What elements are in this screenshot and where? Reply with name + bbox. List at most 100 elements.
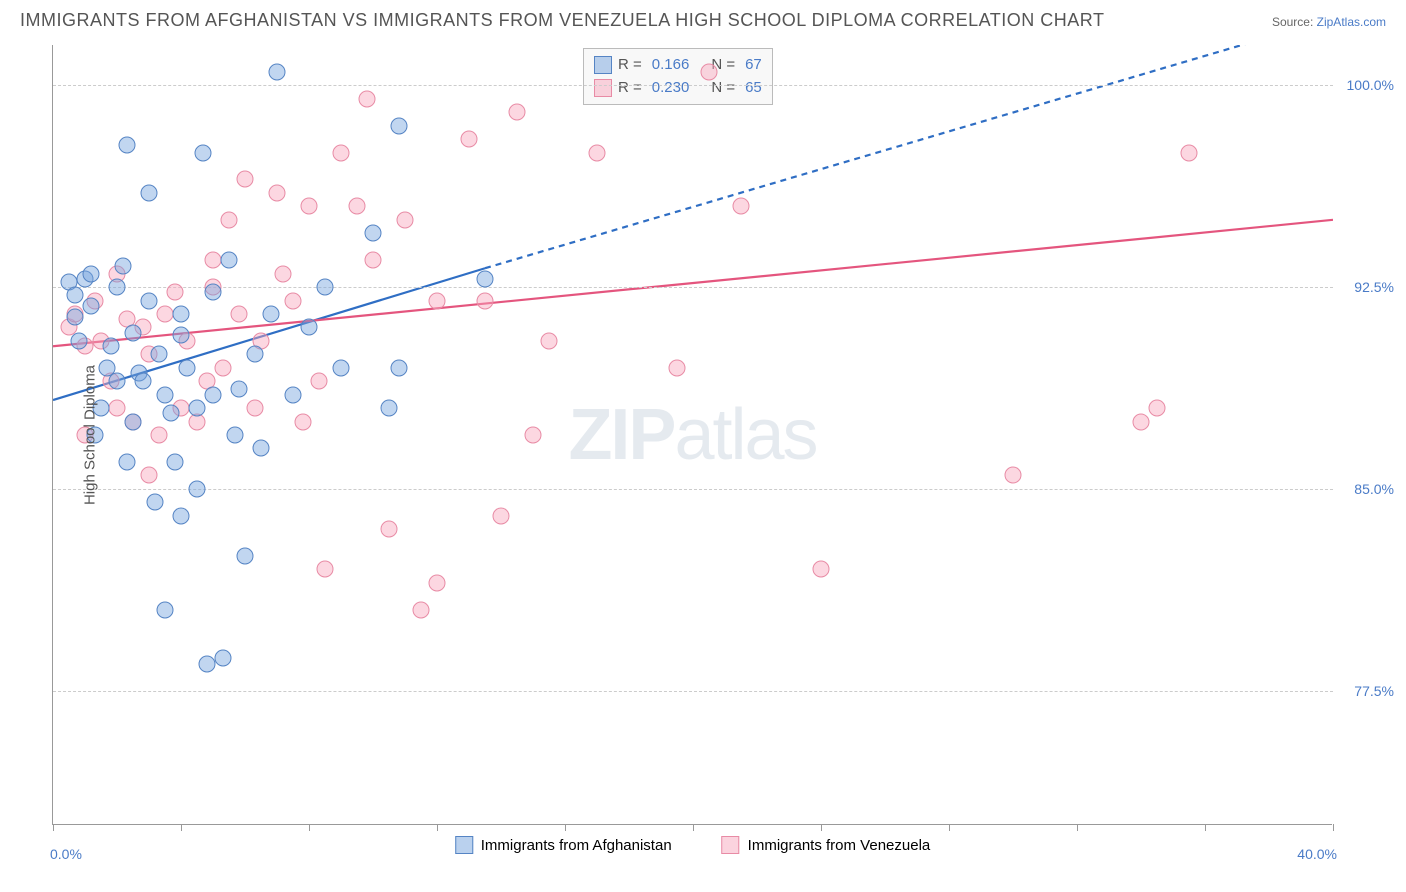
data-point [317,561,334,578]
data-point [173,327,190,344]
data-point [163,405,180,422]
legend-item-venezuela: Immigrants from Venezuela [722,836,931,854]
x-tick [53,824,54,831]
data-point [189,480,206,497]
data-point [173,305,190,322]
data-point [179,359,196,376]
plot-area: ZIPatlas R = 0.166 N = 67 R = 0.230 N = … [52,45,1332,825]
data-point [221,252,238,269]
data-point [285,386,302,403]
data-point [381,521,398,538]
data-point [358,90,375,107]
chart-title: IMMIGRANTS FROM AFGHANISTAN VS IMMIGRANT… [20,10,1104,31]
data-point [275,265,292,282]
y-tick-label: 100.0% [1347,77,1394,93]
data-point [134,373,151,390]
x-tick [1205,824,1206,831]
data-point [461,131,478,148]
data-point [413,601,430,618]
data-point [109,400,126,417]
data-point [1181,144,1198,161]
data-point [509,104,526,121]
data-point [349,198,366,215]
series-legend: Immigrants from Afghanistan Immigrants f… [455,836,931,854]
data-point [125,413,142,430]
data-point [157,305,174,322]
x-tick [1333,824,1334,831]
data-point [269,184,286,201]
data-point [310,373,327,390]
data-point [195,144,212,161]
y-tick-label: 85.0% [1354,481,1394,497]
data-point [477,292,494,309]
scatter-chart: ZIPatlas R = 0.166 N = 67 R = 0.230 N = … [52,45,1332,825]
data-point [1005,467,1022,484]
data-point [150,346,167,363]
y-axis-title: High School Diploma [82,365,99,505]
x-tick [1077,824,1078,831]
data-point [301,198,318,215]
watermark: ZIPatlas [568,394,816,476]
data-point [1133,413,1150,430]
data-point [701,63,718,80]
data-point [141,467,158,484]
x-tick [437,824,438,831]
data-point [317,279,334,296]
legend-swatch-blue-icon [455,836,473,854]
data-point [237,171,254,188]
data-point [198,655,215,672]
data-point [141,292,158,309]
data-point [230,305,247,322]
data-point [221,211,238,228]
data-point [230,381,247,398]
data-point [109,279,126,296]
data-point [253,440,270,457]
legend-swatch-blue [594,56,612,74]
data-point [157,386,174,403]
data-point [381,400,398,417]
stats-legend: R = 0.166 N = 67 R = 0.230 N = 65 [583,48,773,105]
y-tick-label: 77.5% [1354,683,1394,699]
data-point [397,211,414,228]
data-point [147,494,164,511]
data-point [189,400,206,417]
data-point [141,184,158,201]
data-point [429,574,446,591]
data-point [390,359,407,376]
data-point [227,427,244,444]
data-point [205,252,222,269]
x-tick [821,824,822,831]
data-point [115,257,132,274]
source-link[interactable]: ZipAtlas.com [1317,15,1386,29]
data-point [525,427,542,444]
data-point [70,332,87,349]
data-point [333,144,350,161]
x-tick [565,824,566,831]
data-point [166,284,183,301]
data-point [173,507,190,524]
data-point [365,252,382,269]
source-info: Source: ZipAtlas.com [1272,15,1386,29]
data-point [285,292,302,309]
data-point [205,284,222,301]
data-point [246,346,263,363]
source-label: Source: [1272,15,1313,29]
x-axis-min-label: 0.0% [50,846,82,862]
grid-line [53,287,1333,288]
x-tick [693,824,694,831]
y-tick-label: 92.5% [1354,279,1394,295]
data-point [1149,400,1166,417]
data-point [365,225,382,242]
data-point [237,548,254,565]
legend-item-afghanistan: Immigrants from Afghanistan [455,836,672,854]
data-point [214,359,231,376]
data-point [150,427,167,444]
legend-swatch-pink [594,79,612,97]
data-point [493,507,510,524]
legend-row-pink: R = 0.230 N = 65 [594,77,762,100]
data-point [733,198,750,215]
data-point [813,561,830,578]
data-point [390,117,407,134]
x-tick [309,824,310,831]
data-point [269,63,286,80]
